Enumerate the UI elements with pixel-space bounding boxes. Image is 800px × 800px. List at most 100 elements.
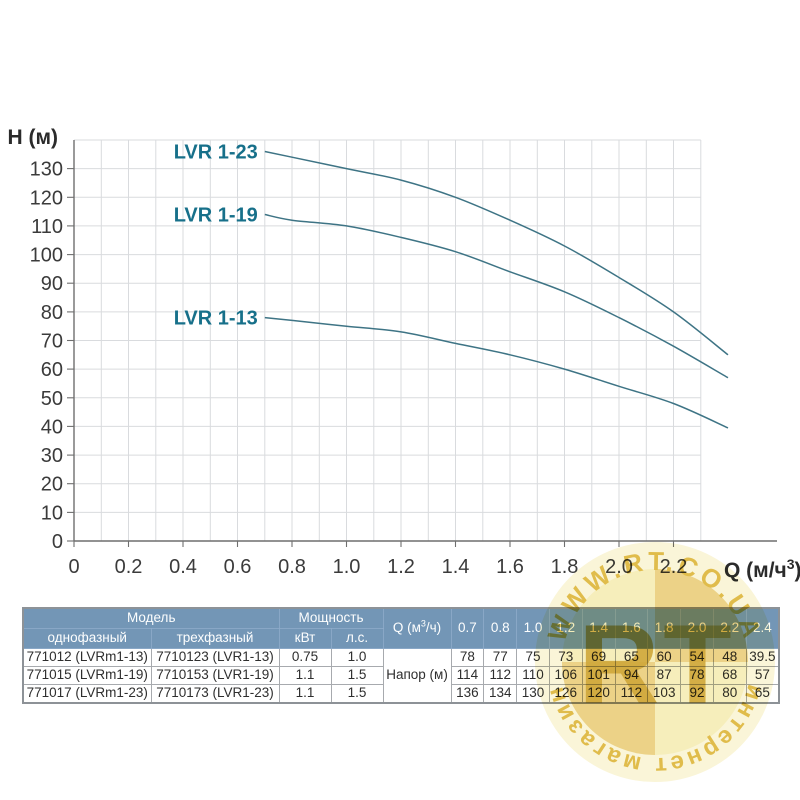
head-value-cell: 103 [647,684,682,704]
q-value-header: 1.6 [614,607,649,649]
y-tick-label: 50 [41,388,63,410]
head-value-cell: 60 [647,648,682,667]
curve-label-lvr-1-19: LVR 1-19 [174,205,258,227]
head-value-cell: 136 [450,684,485,704]
x-tick-label: 0 [68,556,79,578]
model-single-phase-cell: 771015 (LVRm1-19) [22,666,152,685]
y-tick-label: 20 [41,474,63,496]
model-three-phase-cell: 7710173 (LVR1-23) [150,684,280,704]
spec-table: Модель Мощность Q (м3/ч) 0.7 0.8 1.0 1.2 1.4… [22,607,780,704]
q-value-header: 0.7 [450,607,485,649]
tick-marks [67,168,675,547]
x-tick-label: 1.6 [496,556,524,578]
x-tick-label: 0.2 [115,556,143,578]
curve-label-lvr-1-13: LVR 1-13 [174,308,258,330]
head-value-cell: 101 [581,666,616,685]
single-phase-header: однофазный [22,628,152,649]
spec-table-header: Модель Мощность Q (м3/ч) 0.7 0.8 1.0 1.2 1.4… [22,607,780,649]
x-tick-label: 1.0 [333,556,361,578]
y-tick-label: 110 [31,216,63,238]
x-tick-labels: 0 0.2 0.4 0.6 0.8 1.0 1.2 1.4 1.6 1.8 2.0 2.2 [68,556,687,578]
head-value-cell: 78 [680,666,714,685]
head-value-cell: 120 [581,684,616,704]
x-tick-label: 1.2 [387,556,415,578]
q-value-header: 2.0 [680,607,714,649]
y-tick-label: 0 [52,531,63,553]
head-value-cell: 57 [745,666,780,685]
q-value-header: 1.0 [516,607,550,649]
head-value-cell: 75 [516,648,550,667]
head-value-cell: 112 [614,684,649,704]
head-value-cell: 73 [548,648,583,667]
power-hp-cell: 1.5 [330,666,384,685]
pump-curves-chart: 0 0.2 0.4 0.6 0.8 1.0 1.2 1.4 1.6 1.8 2.0 2.2 0 10 20 3… [7,126,800,582]
napor-label-cell: Напор (м) [382,648,452,704]
curve-lvr-1-13 [264,316,729,429]
kw-header: кВт [278,628,332,649]
power-kw-cell: 0.75 [278,648,332,667]
x-tick-label: 0.6 [224,556,252,578]
x-axis-title: Q (м/ч3) [724,556,800,582]
curve-lvr-1-19 [264,213,729,379]
head-value-cell: 114 [450,666,485,685]
table-row: 771012 (LVRm1-13) 7710123 (LVR1-13) 0.75 1.… [22,648,780,704]
power-kw-cell: 1.1 [278,684,332,704]
y-tick-label: 70 [41,331,63,353]
head-value-cell: 110 [516,666,550,685]
head-value-cell: 112 [483,666,518,685]
hp-header: л.с. [330,628,384,649]
y-tick-labels: 0 10 20 30 40 50 60 70 80 90 100 110 120 130 [30,159,63,553]
head-value-cell: 94 [614,666,649,685]
head-value-cell: 106 [548,666,583,685]
model-single-phase-cell: 771012 (LVRm1-13) [22,648,152,667]
q-flow-header: Q (м3/ч) [382,607,452,649]
head-value-cell: 54 [680,648,714,667]
q-value-header: 2.4 [745,607,780,649]
q-value-header: 1.4 [581,607,616,649]
curve-lvr-1-23 [264,150,729,356]
y-tick-label: 90 [41,273,63,295]
y-axis-title: H (м) [7,126,58,149]
y-tick-label: 100 [30,245,63,267]
head-value-cell: 39.5 [745,648,780,667]
model-group-header: Модель [22,607,280,629]
head-value-cell: 68 [712,666,747,685]
y-tick-label: 80 [41,302,63,324]
head-value-cell: 78 [450,648,485,667]
head-value-cell: 69 [581,648,616,667]
head-value-cell: 77 [483,648,518,667]
model-three-phase-cell: 7710153 (LVR1-19) [150,666,280,685]
x-tick-label: 2.0 [605,556,633,578]
power-hp-cell: 1.5 [330,684,384,704]
x-tick-label: 0.8 [278,556,306,578]
q-value-header: 1.8 [647,607,682,649]
head-value-cell: 126 [548,684,583,704]
head-value-cell: 87 [647,666,682,685]
x-tick-label: 1.4 [442,556,470,578]
power-group-header: Мощность [278,607,384,629]
power-kw-cell: 1.1 [278,666,332,685]
head-value-cell: 92 [680,684,714,704]
y-tick-label: 40 [41,416,63,438]
power-hp-cell: 1.0 [330,648,384,667]
chart-grid [74,139,702,541]
y-tick-label: 60 [41,359,63,381]
x-tick-label: 0.4 [169,556,197,578]
model-single-phase-cell: 771017 (LVRm1-23) [22,684,152,704]
model-three-phase-cell: 7710123 (LVR1-13) [150,648,280,667]
three-phase-header: трехфазный [150,628,280,649]
q-value-header: 0.8 [483,607,518,649]
y-tick-label: 30 [41,445,63,467]
q-value-header: 2.2 [712,607,747,649]
y-tick-label: 130 [30,159,63,181]
head-value-cell: 80 [712,684,747,704]
head-value-cell: 65 [614,648,649,667]
y-tick-label: 10 [41,502,63,524]
x-tick-label: 2.2 [660,556,688,578]
head-value-cell: 48 [712,648,747,667]
head-value-cell: 134 [483,684,518,704]
head-value-cell: 65 [745,684,780,704]
head-value-cell: 130 [516,684,550,704]
y-tick-label: 120 [30,187,63,209]
